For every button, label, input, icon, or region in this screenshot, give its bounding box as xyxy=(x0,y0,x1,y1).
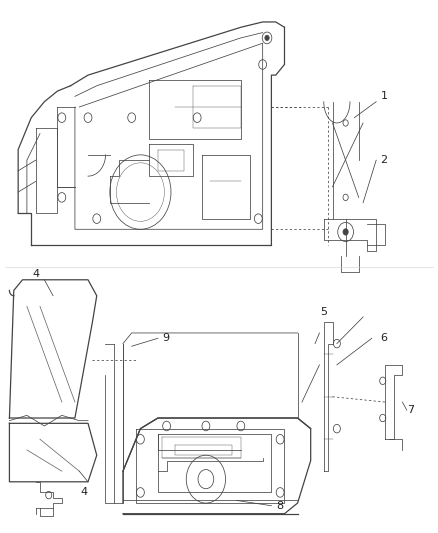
Text: 1: 1 xyxy=(381,91,388,101)
Text: 2: 2 xyxy=(381,155,388,165)
Text: 8: 8 xyxy=(276,500,283,511)
Text: 9: 9 xyxy=(162,333,170,343)
Circle shape xyxy=(265,35,269,41)
Text: 7: 7 xyxy=(407,405,414,415)
Text: 4: 4 xyxy=(32,270,39,279)
Text: 6: 6 xyxy=(381,333,388,343)
Text: 5: 5 xyxy=(320,306,327,317)
Circle shape xyxy=(343,229,348,235)
Text: 4: 4 xyxy=(80,488,87,497)
